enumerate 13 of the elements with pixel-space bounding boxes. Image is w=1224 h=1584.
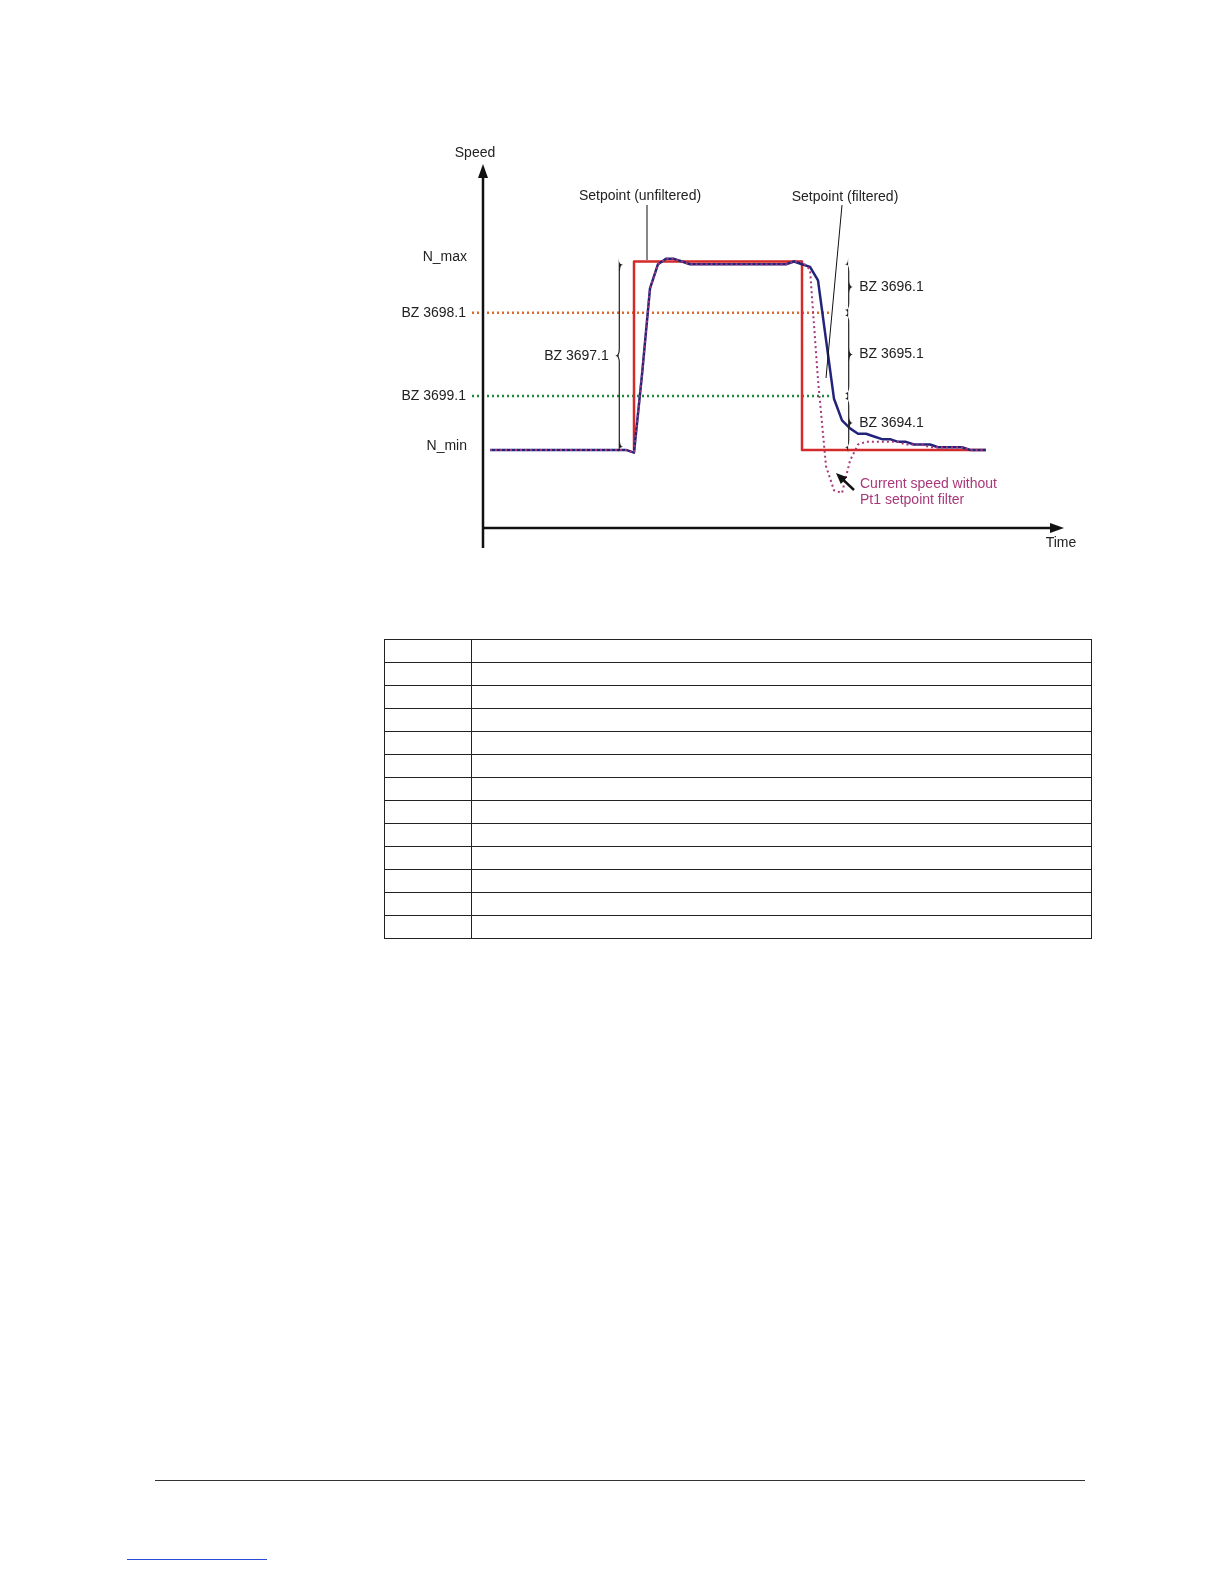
- annotation: BZ 3696.1: [859, 277, 925, 294]
- text: N_min: [426, 436, 467, 453]
- annotation: BZ 3695.1: [859, 345, 925, 362]
- annotation: BZ 3697.1: [544, 346, 609, 363]
- text: N_max: [422, 248, 467, 265]
- text: Setpoint (filtered): [791, 187, 899, 204]
- ref-line-label: BZ 3698.1: [401, 303, 467, 320]
- text: Speed: [454, 143, 496, 160]
- x-axis-title: Time: [1045, 533, 1077, 550]
- text: Setpoint (unfiltered): [578, 186, 702, 203]
- series-label: Current speed without Pt1 setpoint filter: [860, 474, 998, 507]
- annotation: BZ 3694.1: [859, 413, 925, 430]
- ref-line-label: BZ 3699.1: [401, 386, 467, 403]
